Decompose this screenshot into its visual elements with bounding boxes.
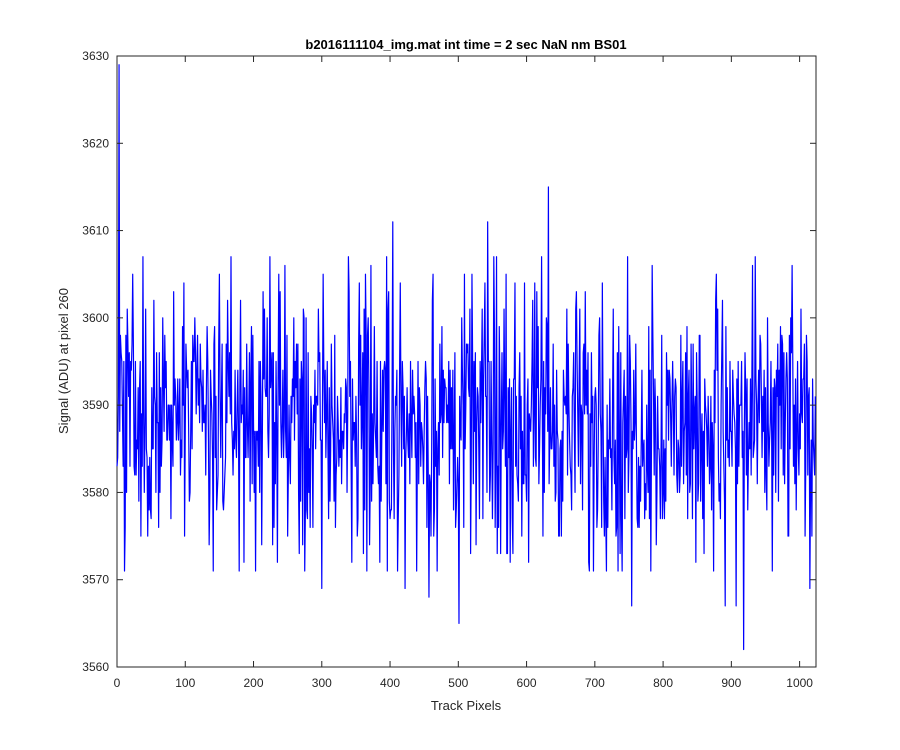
x-tick-label: 0 bbox=[114, 676, 121, 690]
y-axis: 3560 3570 3580 3590 3600 3610 3620 3630 bbox=[82, 49, 816, 674]
x-tick-label: 600 bbox=[517, 676, 537, 690]
x-tick-label: 400 bbox=[380, 676, 400, 690]
x-axis: 0 100 200 300 400 500 600 700 800 900 1000 bbox=[114, 56, 813, 690]
y-axis-label: Signal (ADU) at pixel 260 bbox=[56, 288, 71, 434]
x-tick-label: 700 bbox=[585, 676, 605, 690]
series-layer bbox=[116, 64, 816, 651]
y-tick-label: 3570 bbox=[82, 573, 109, 587]
chart-title: b2016111104_img.mat int time = 2 sec NaN… bbox=[305, 37, 626, 52]
y-tick-label: 3580 bbox=[82, 485, 109, 499]
signal-series-line bbox=[116, 64, 816, 651]
x-tick-label: 900 bbox=[721, 676, 741, 690]
y-tick-label: 3630 bbox=[82, 49, 109, 63]
y-tick-label: 3560 bbox=[82, 660, 109, 674]
y-tick-label: 3600 bbox=[82, 311, 109, 325]
x-tick-label: 200 bbox=[244, 676, 264, 690]
y-tick-label: 3610 bbox=[82, 224, 109, 238]
y-tick-label: 3590 bbox=[82, 398, 109, 412]
x-tick-label: 100 bbox=[175, 676, 195, 690]
x-tick-label: 1000 bbox=[786, 676, 813, 690]
x-tick-label: 500 bbox=[448, 676, 468, 690]
x-tick-label: 800 bbox=[653, 676, 673, 690]
y-tick-label: 3620 bbox=[82, 136, 109, 150]
x-tick-label: 300 bbox=[312, 676, 332, 690]
x-axis-label: Track Pixels bbox=[431, 698, 502, 713]
